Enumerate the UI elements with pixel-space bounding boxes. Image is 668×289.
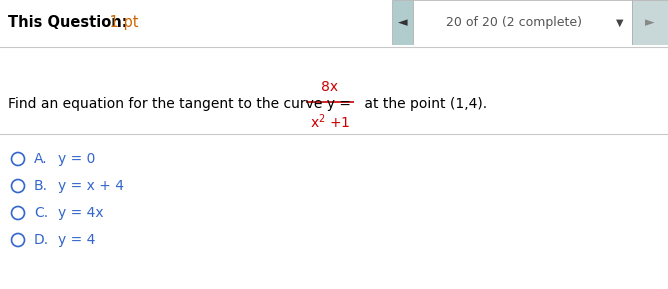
Text: 1 pt: 1 pt [105,15,138,30]
Text: A.: A. [34,152,47,166]
Text: y = x + 4: y = x + 4 [58,179,124,193]
Text: Find an equation for the tangent to the curve y =: Find an equation for the tangent to the … [8,97,351,111]
Bar [632,0,668,45]
Bar [413,0,632,45]
Text: x$^2$ +1: x$^2$ +1 [310,112,350,131]
Text: D.: D. [34,233,49,247]
Text: y = 4: y = 4 [58,233,96,247]
Text: B.: B. [34,179,48,193]
Text: y = 0: y = 0 [58,152,96,166]
Text: ◄: ◄ [397,16,407,29]
Bar [392,0,413,45]
Text: y = 4x: y = 4x [58,206,104,220]
Text: ►: ► [645,16,655,29]
Text: C.: C. [34,206,48,220]
Text: 8x: 8x [321,80,339,94]
Text: This Question:: This Question: [8,15,128,30]
Text: ▼: ▼ [617,18,624,27]
Text: at the point (1,4).: at the point (1,4). [360,97,487,111]
Text: 20 of 20 (2 complete): 20 of 20 (2 complete) [446,16,582,29]
